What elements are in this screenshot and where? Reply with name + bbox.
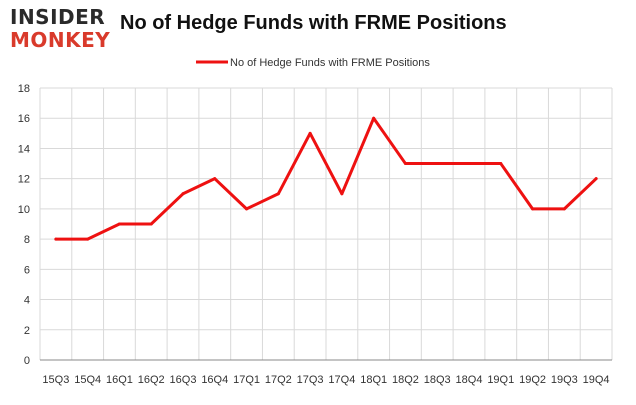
x-tick-label: 17Q3: [297, 374, 324, 386]
legend-label: No of Hedge Funds with FRME Positions: [230, 57, 430, 69]
x-tick-label: 17Q2: [265, 374, 292, 386]
y-tick-label: 18: [18, 83, 30, 95]
data-point: [372, 116, 376, 120]
gridlines: [39, 87, 613, 361]
x-tick-label: 16Q4: [201, 374, 228, 386]
x-tick-label: 19Q2: [519, 374, 546, 386]
y-tick-label: 12: [18, 174, 30, 186]
x-tick-label: 18Q4: [456, 374, 483, 386]
data-point: [245, 207, 249, 211]
data-point: [340, 192, 344, 196]
insider-monkey-logo: INSIDER MONKEY: [10, 6, 120, 54]
data-point: [562, 207, 566, 211]
data-point: [117, 222, 121, 226]
data-point: [308, 131, 312, 135]
data-point: [594, 177, 598, 181]
y-tick-label: 4: [24, 295, 30, 307]
logo-line-2: MONKEY: [10, 28, 111, 52]
series-polyline: [54, 116, 598, 241]
x-tick-label: 16Q2: [138, 374, 165, 386]
data-point: [499, 162, 503, 166]
x-tick-label: 19Q1: [487, 374, 514, 386]
data-point: [54, 237, 58, 241]
y-tick-label: 0: [24, 355, 30, 367]
y-tick-label: 8: [24, 234, 30, 246]
x-tick-label: 18Q1: [360, 374, 387, 386]
y-axis-ticks: 0 2 4 6 8 10 12 14 16 18: [18, 83, 30, 367]
data-point: [531, 207, 535, 211]
legend: No of Hedge Funds with FRME Positions: [196, 57, 430, 69]
y-tick-label: 16: [18, 113, 30, 125]
data-point: [435, 162, 439, 166]
data-point: [467, 162, 471, 166]
y-tick-label: 14: [18, 143, 30, 155]
x-tick-label: 18Q3: [424, 374, 451, 386]
y-tick-label: 2: [24, 325, 30, 337]
data-point: [213, 177, 217, 181]
data-point: [86, 237, 90, 241]
x-tick-label: 17Q1: [233, 374, 260, 386]
x-tick-label: 19Q4: [583, 374, 610, 386]
x-tick-label: 16Q1: [106, 374, 133, 386]
data-point: [181, 192, 185, 196]
y-tick-label: 10: [18, 204, 30, 216]
x-tick-label: 15Q3: [42, 374, 69, 386]
x-tick-label: 17Q4: [328, 374, 355, 386]
y-tick-label: 6: [24, 264, 30, 276]
data-point: [403, 162, 407, 166]
x-tick-label: 18Q2: [392, 374, 419, 386]
x-axis-ticks: 15Q3 15Q4 16Q1 16Q2 16Q3 16Q4 17Q1 17Q2 17Q3 17Q4…: [42, 374, 609, 386]
x-tick-label: 19Q3: [551, 374, 578, 386]
x-tick-label: 16Q3: [170, 374, 197, 386]
series-line: [54, 116, 598, 241]
logo-line-1: INSIDER: [10, 5, 106, 29]
chart-title: No of Hedge Funds with FRME Positions: [120, 12, 507, 34]
data-point: [149, 222, 153, 226]
x-tick-label: 15Q4: [74, 374, 101, 386]
data-point: [276, 192, 280, 196]
